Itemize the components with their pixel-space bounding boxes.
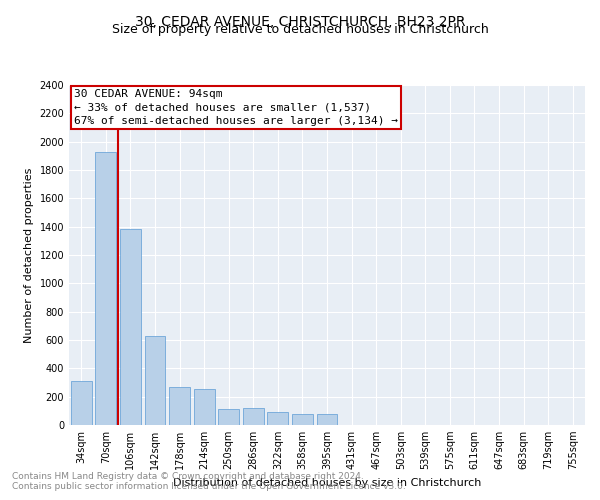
Bar [243,408,264,425]
Bar [169,388,190,425]
Bar [292,414,313,425]
Bar [268,412,289,425]
Bar [120,230,141,425]
Bar [194,389,215,425]
Text: 30 CEDAR AVENUE: 94sqm
← 33% of detached houses are smaller (1,537)
67% of semi-: 30 CEDAR AVENUE: 94sqm ← 33% of detached… [74,89,398,126]
Text: Contains public sector information licensed under the Open Government Licence v3: Contains public sector information licen… [12,482,406,491]
Bar [95,152,116,425]
Bar [71,381,92,425]
Bar [145,336,166,425]
Bar [218,408,239,425]
Text: Size of property relative to detached houses in Christchurch: Size of property relative to detached ho… [112,22,488,36]
Text: 30, CEDAR AVENUE, CHRISTCHURCH, BH23 2PR: 30, CEDAR AVENUE, CHRISTCHURCH, BH23 2PR [135,15,465,29]
X-axis label: Distribution of detached houses by size in Christchurch: Distribution of detached houses by size … [173,478,481,488]
Y-axis label: Number of detached properties: Number of detached properties [24,168,34,342]
Bar [317,414,337,425]
Text: Contains HM Land Registry data © Crown copyright and database right 2024.: Contains HM Land Registry data © Crown c… [12,472,364,481]
